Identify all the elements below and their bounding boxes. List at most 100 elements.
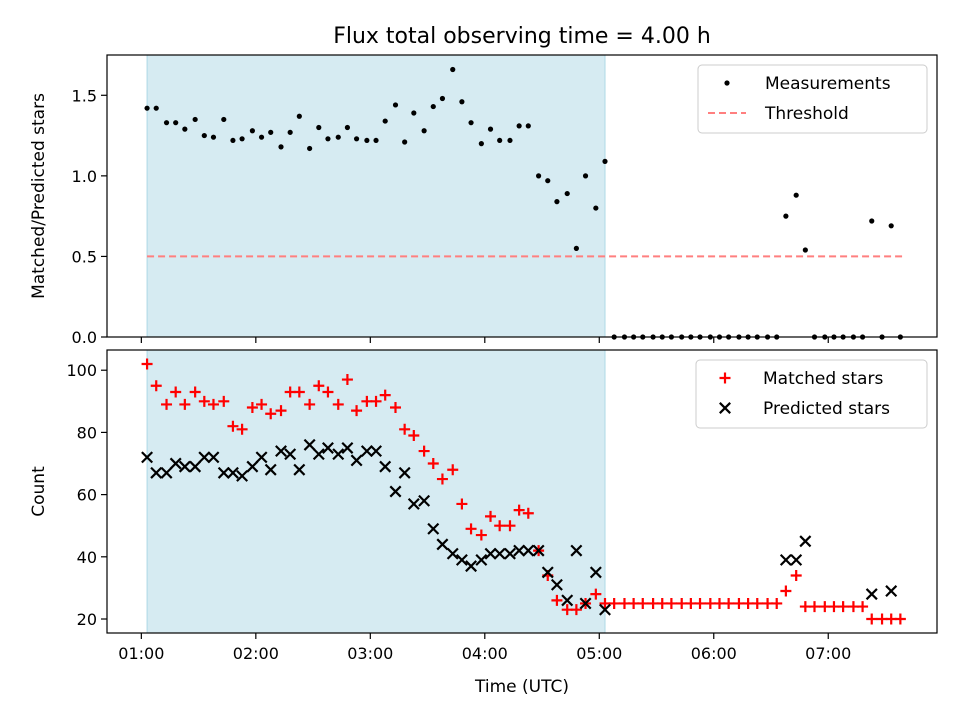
data-point bbox=[255, 451, 268, 464]
data-point bbox=[418, 494, 431, 507]
data-point bbox=[602, 158, 608, 164]
data-point bbox=[869, 218, 875, 224]
data-point bbox=[545, 178, 551, 184]
data-point bbox=[341, 441, 354, 454]
x-tick-label: 02:00 bbox=[233, 644, 279, 663]
data-point bbox=[304, 398, 316, 410]
data-point bbox=[407, 497, 420, 510]
data-point bbox=[475, 553, 488, 566]
y-tick-label: 40 bbox=[77, 548, 97, 567]
x-tick-label: 04:00 bbox=[462, 644, 508, 663]
data-point bbox=[364, 137, 370, 144]
data-point bbox=[459, 99, 465, 105]
data-point bbox=[265, 408, 277, 420]
bottom-panel-counts: 20 40 60 80 100 01:00 02:00 03:00 04:00 05:00 06:0… bbox=[29, 349, 938, 697]
data-point bbox=[857, 601, 869, 613]
data-point bbox=[421, 128, 427, 134]
y-axis-label: Matched/Predicted stars bbox=[29, 93, 49, 299]
data-point bbox=[446, 547, 459, 560]
data-point bbox=[201, 132, 207, 139]
data-point bbox=[513, 544, 526, 557]
data-point bbox=[450, 66, 456, 73]
data-point bbox=[332, 448, 345, 461]
data-point bbox=[802, 247, 808, 253]
data-point bbox=[303, 438, 316, 451]
data-point bbox=[447, 464, 459, 476]
legend-swatch bbox=[724, 80, 730, 86]
y-tick-label: 60 bbox=[77, 486, 97, 505]
data-point bbox=[436, 473, 448, 485]
legend-swatch bbox=[719, 372, 731, 384]
data-point bbox=[751, 597, 763, 609]
data-point bbox=[353, 136, 360, 142]
data-point bbox=[723, 597, 735, 609]
data-point bbox=[888, 223, 894, 229]
legend-box bbox=[697, 64, 928, 134]
data-point bbox=[350, 454, 363, 467]
data-point bbox=[637, 597, 649, 609]
data-point bbox=[293, 463, 306, 476]
data-point bbox=[790, 569, 802, 581]
data-point bbox=[141, 451, 154, 464]
data-point bbox=[236, 469, 249, 482]
data-point bbox=[218, 395, 230, 407]
legend-label: Threshold bbox=[764, 104, 849, 124]
y-axis-label: Count bbox=[29, 466, 49, 517]
data-point bbox=[268, 129, 274, 135]
data-point bbox=[866, 613, 878, 625]
data-point bbox=[153, 105, 159, 111]
x-axis-label: Time (UTC) bbox=[474, 677, 569, 697]
data-point bbox=[150, 466, 163, 479]
legend-swatch bbox=[719, 402, 731, 414]
data-point bbox=[780, 585, 792, 597]
data-point bbox=[411, 110, 417, 116]
data-point bbox=[487, 126, 494, 132]
data-point bbox=[593, 205, 599, 211]
data-point bbox=[373, 137, 379, 144]
data-point bbox=[236, 423, 248, 435]
data-point bbox=[239, 136, 245, 142]
data-point bbox=[799, 535, 812, 548]
data-point bbox=[160, 466, 173, 479]
data-point bbox=[264, 463, 277, 476]
data-point bbox=[541, 566, 554, 579]
data-point bbox=[370, 395, 382, 407]
data-point bbox=[307, 145, 313, 152]
data-point bbox=[169, 457, 182, 470]
data-point bbox=[256, 398, 268, 410]
data-point bbox=[608, 597, 620, 609]
data-point bbox=[894, 613, 906, 625]
axes-frame bbox=[106, 349, 938, 634]
data-point bbox=[207, 398, 219, 410]
data-point bbox=[783, 213, 789, 219]
legend-label: Measurements bbox=[765, 74, 891, 94]
legend-box bbox=[695, 359, 928, 429]
legend: Matched stars Predicted stars bbox=[695, 359, 928, 429]
data-point bbox=[582, 173, 589, 179]
data-point bbox=[313, 380, 325, 392]
data-point bbox=[551, 594, 563, 606]
data-point bbox=[456, 498, 468, 510]
data-point bbox=[312, 448, 325, 461]
data-point bbox=[178, 460, 191, 473]
data-point bbox=[771, 597, 783, 609]
data-point bbox=[484, 547, 497, 560]
data-point bbox=[179, 398, 191, 410]
data-point bbox=[599, 603, 611, 616]
data-point bbox=[398, 466, 411, 479]
data-point bbox=[837, 601, 849, 613]
data-point bbox=[561, 594, 574, 607]
data-point bbox=[790, 553, 803, 566]
data-point bbox=[287, 129, 293, 135]
data-point bbox=[379, 460, 392, 473]
data-point bbox=[418, 445, 430, 457]
data-point bbox=[570, 604, 582, 616]
data-point bbox=[284, 448, 297, 461]
data-point bbox=[275, 405, 287, 417]
data-point bbox=[217, 466, 230, 479]
data-point bbox=[554, 199, 560, 205]
data-point bbox=[793, 192, 799, 198]
data-point bbox=[809, 601, 821, 613]
data-point bbox=[485, 510, 497, 522]
data-point bbox=[198, 451, 211, 464]
